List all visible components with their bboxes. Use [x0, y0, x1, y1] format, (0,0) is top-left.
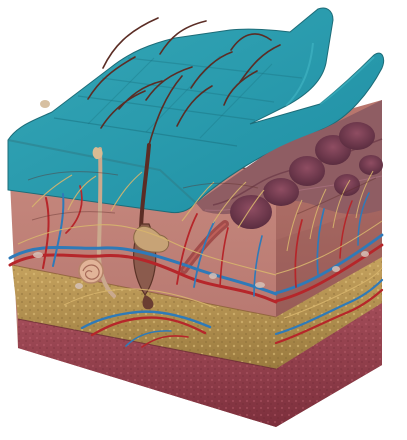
dermal-papillae	[230, 122, 383, 229]
blood-vessels-front	[8, 185, 278, 348]
surface-hairs	[87, 17, 281, 146]
gland-clusters	[33, 251, 369, 289]
nerve-fibers-side	[275, 170, 383, 319]
nerve-fibers-front	[17, 171, 277, 309]
shadow-accents	[27, 171, 377, 221]
